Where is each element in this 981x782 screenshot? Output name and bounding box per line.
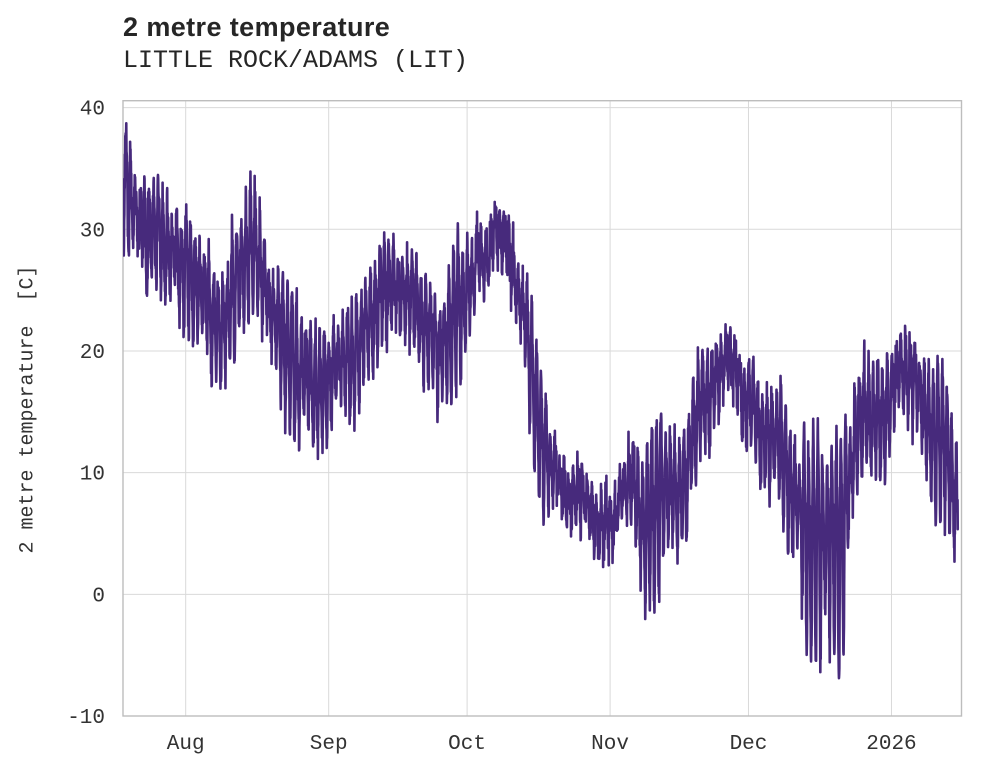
svg-text:Dec: Dec — [730, 733, 768, 756]
svg-text:Nov: Nov — [591, 733, 629, 756]
svg-text:Oct: Oct — [448, 733, 486, 756]
svg-text:0: 0 — [92, 585, 105, 608]
svg-text:30: 30 — [80, 220, 105, 243]
svg-text:-10: -10 — [67, 707, 105, 730]
svg-text:10: 10 — [80, 464, 105, 487]
svg-text:20: 20 — [80, 342, 105, 365]
svg-text:Sep: Sep — [310, 733, 348, 756]
svg-text:Aug: Aug — [167, 733, 205, 756]
svg-text:2026: 2026 — [866, 733, 916, 756]
svg-text:40: 40 — [80, 99, 105, 122]
